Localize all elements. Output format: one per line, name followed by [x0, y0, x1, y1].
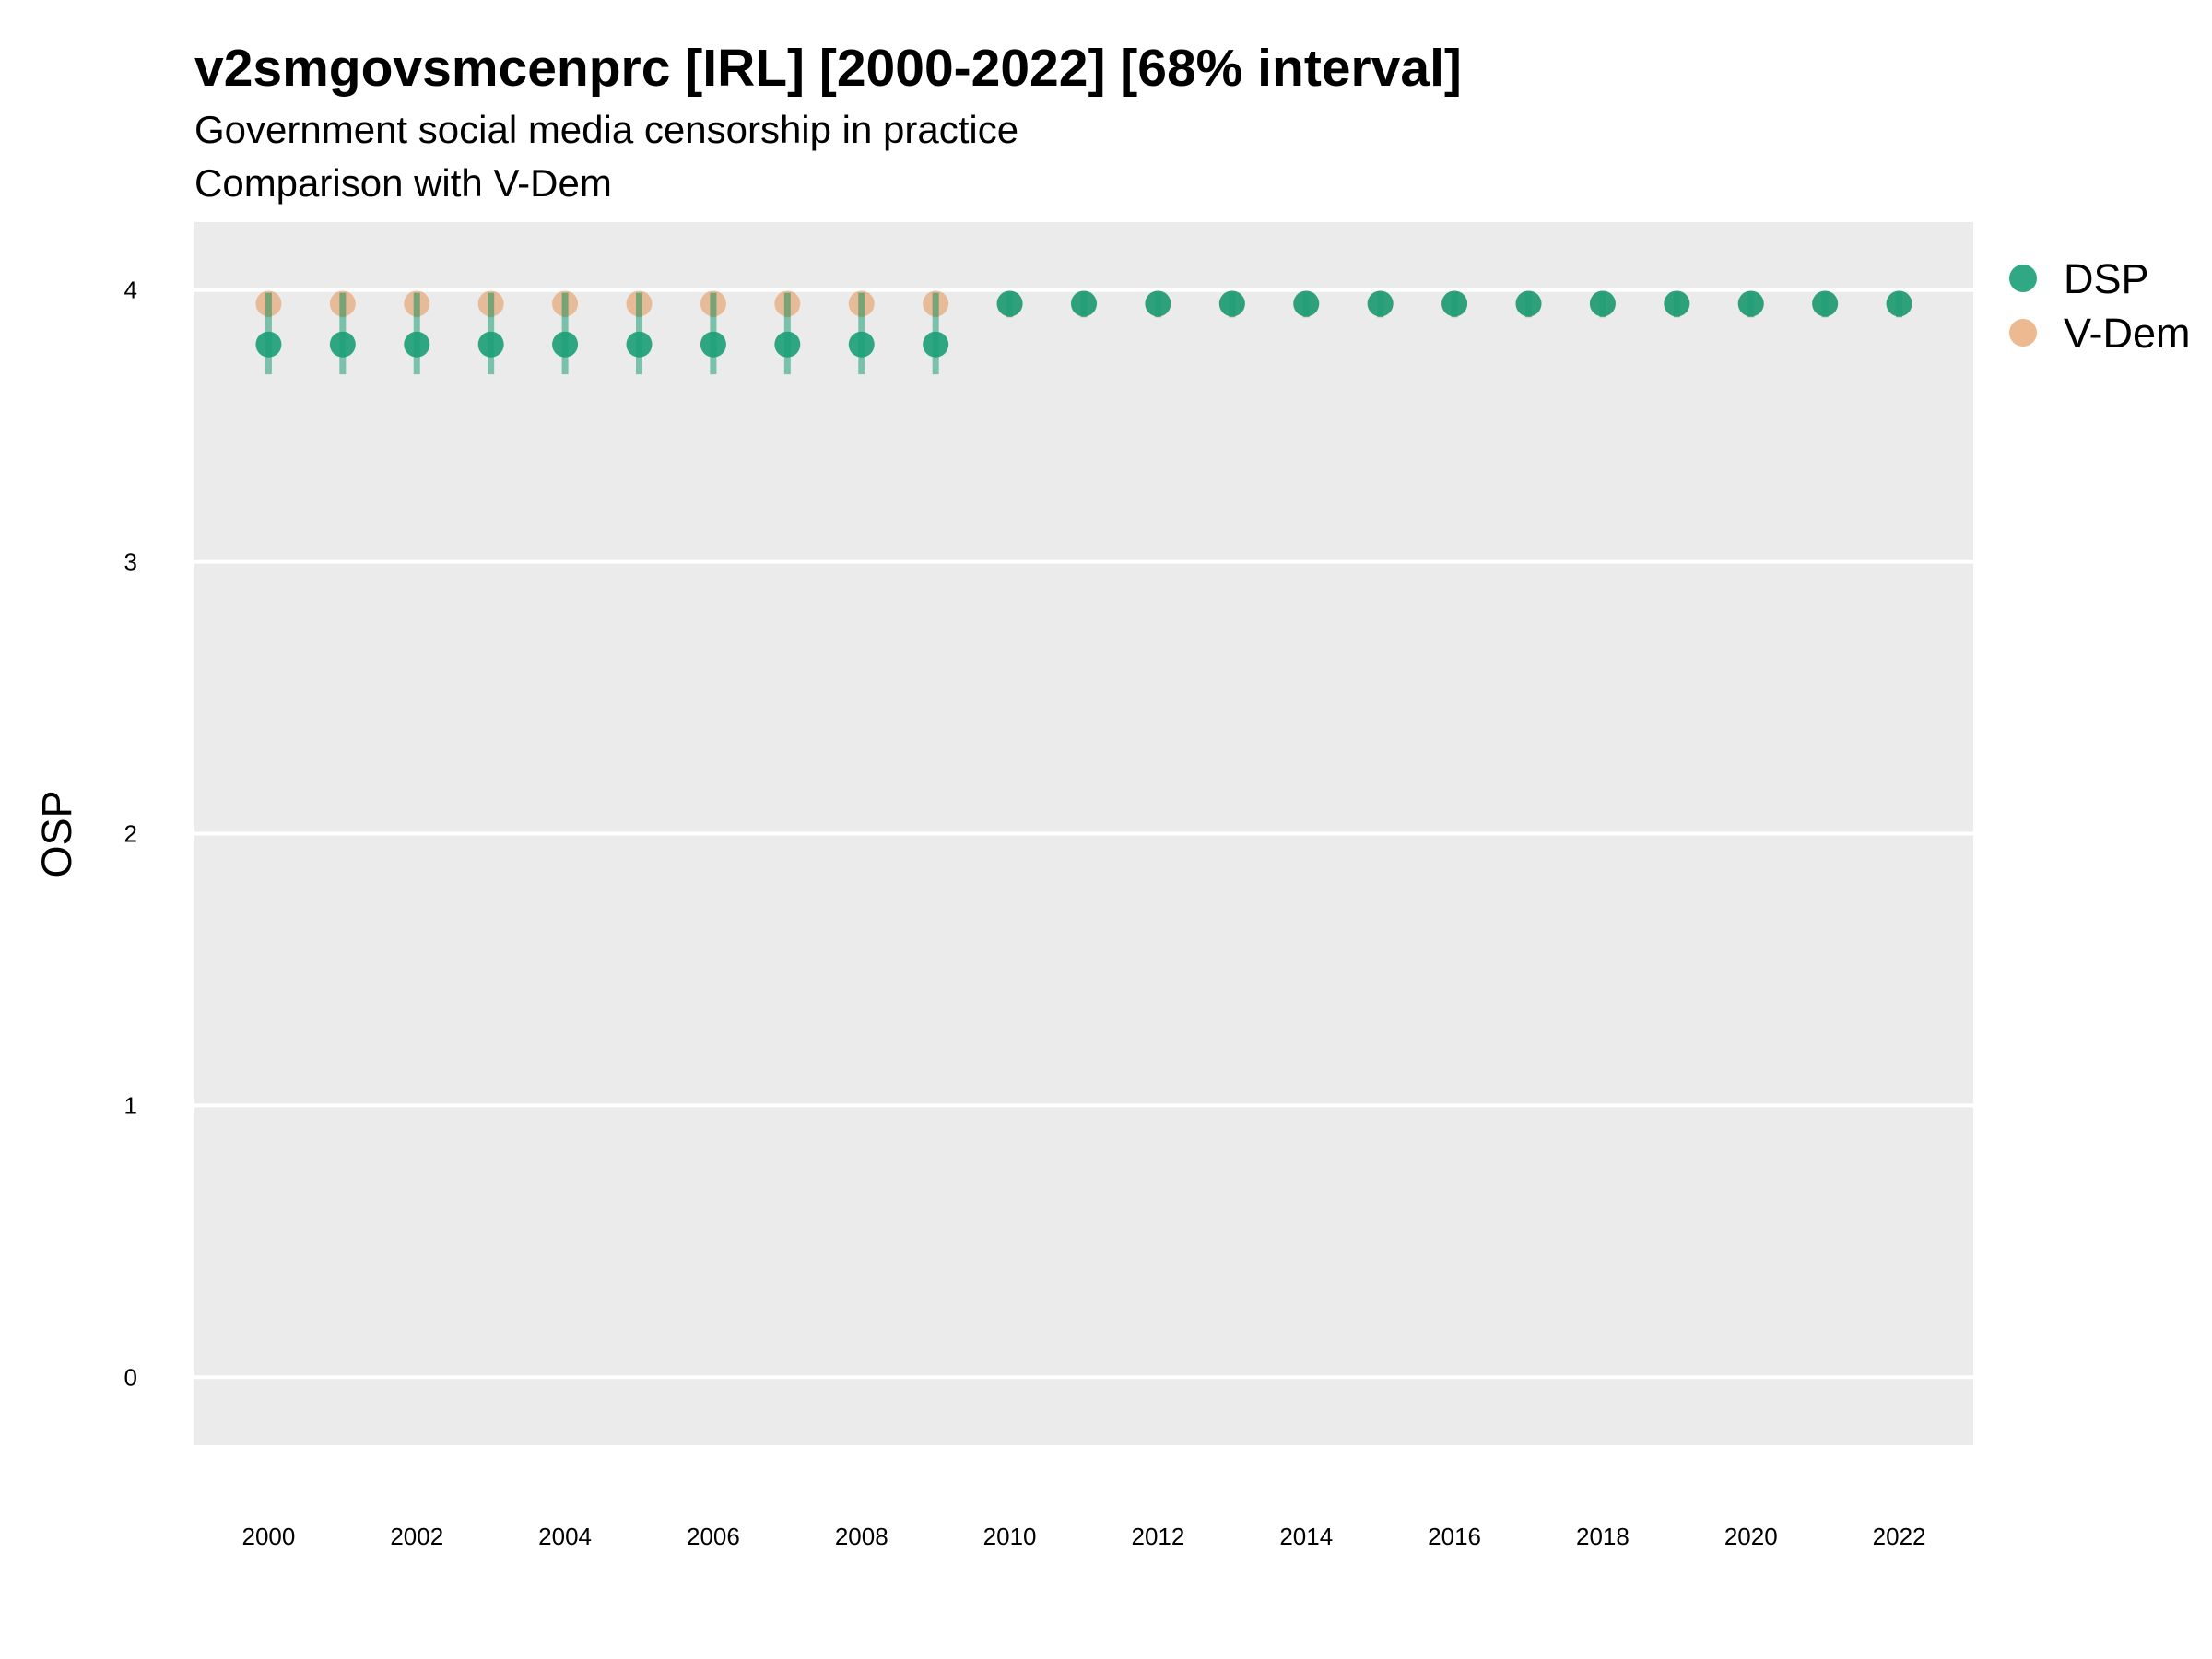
- x-tick-label-2016: 2016: [1428, 1523, 1481, 1550]
- y-tick-label-2: 2: [124, 820, 137, 848]
- point-dsp-2011: [1071, 290, 1097, 317]
- y-axis-label: OSP: [33, 790, 80, 877]
- x-axis-ticks: 2000 2002 2004 2006 2008 2010 2012 2014 2016 2018…: [241, 1523, 1925, 1550]
- point-dsp-2015: [1367, 290, 1394, 317]
- chart-title: v2smgovsmcenprc [IRL] [2000-2022] [68% i…: [194, 39, 1462, 98]
- y-axis-ticks: 0 1 2 3 4: [124, 276, 137, 1392]
- point-dsp-2000: [255, 331, 282, 358]
- point-dsp-2012: [1145, 290, 1171, 317]
- x-tick-label-2004: 2004: [538, 1523, 592, 1550]
- x-tick-label-2014: 2014: [1279, 1523, 1333, 1550]
- x-tick-label-2010: 2010: [983, 1523, 1037, 1550]
- y-tick-label-0: 0: [124, 1363, 137, 1391]
- legend-label-dsp: DSP: [2064, 255, 2149, 302]
- chart-subtitle-line-1: Government social media censorship in pr…: [194, 108, 1018, 151]
- legend-label-vdem: V-Dem: [2064, 310, 2191, 357]
- point-dsp-2010: [996, 290, 1023, 317]
- point-dsp-2003: [477, 331, 504, 358]
- point-dsp-2016: [1441, 290, 1468, 317]
- point-dsp-2020: [1737, 290, 1764, 317]
- y-tick-label-3: 3: [124, 548, 137, 576]
- gridlines: [194, 288, 1973, 1380]
- x-tick-label-2000: 2000: [241, 1523, 295, 1550]
- x-tick-label-2002: 2002: [390, 1523, 443, 1550]
- point-dsp-2013: [1218, 290, 1245, 317]
- x-tick-label-2006: 2006: [687, 1523, 740, 1550]
- x-tick-label-2008: 2008: [835, 1523, 888, 1550]
- chart-subtitle-line-2: Comparison with V-Dem: [194, 161, 612, 205]
- point-dsp-2001: [329, 331, 356, 358]
- legend: DSP V-Dem: [2009, 255, 2191, 357]
- x-tick-label-2020: 2020: [1724, 1523, 1778, 1550]
- data-marks: [255, 290, 1912, 375]
- point-dsp-2008: [848, 331, 875, 358]
- point-dsp-2014: [1293, 290, 1320, 317]
- point-dsp-2006: [700, 331, 726, 358]
- x-tick-label-2022: 2022: [1873, 1523, 1926, 1550]
- point-dsp-2021: [1812, 290, 1839, 317]
- point-dsp-2017: [1515, 290, 1542, 317]
- x-tick-label-2012: 2012: [1131, 1523, 1184, 1550]
- point-dsp-2018: [1589, 290, 1616, 317]
- y-tick-label-1: 1: [124, 1091, 137, 1119]
- point-dsp-2007: [774, 331, 801, 358]
- point-dsp-2005: [626, 331, 653, 358]
- point-dsp-2019: [1664, 290, 1690, 317]
- point-dsp-2009: [923, 331, 949, 358]
- y-tick-label-4: 4: [124, 276, 137, 304]
- legend-marker-vdem: [2009, 319, 2037, 347]
- point-dsp-2002: [404, 331, 430, 358]
- point-dsp-2022: [1886, 290, 1912, 317]
- x-tick-label-2018: 2018: [1576, 1523, 1630, 1550]
- point-dsp-2004: [552, 331, 579, 358]
- legend-marker-dsp: [2009, 265, 2037, 292]
